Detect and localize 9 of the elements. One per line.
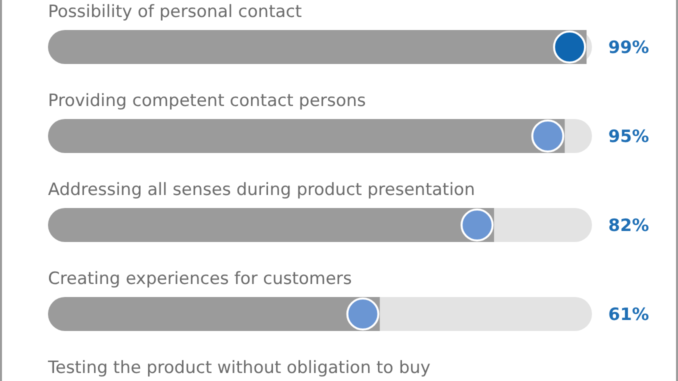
y-tick-label: Testing the product without obligation to buy [47, 358, 430, 378]
data-label: 61% [608, 305, 649, 325]
data-label: 82% [608, 216, 649, 236]
data-label: 95% [608, 127, 649, 147]
y-tick-label: Providing competent contact persons [48, 91, 366, 111]
y-tick-label: Creating experiences for customers [48, 269, 352, 289]
data-label: 99% [608, 38, 649, 58]
y-tick-label: Addressing all senses during product presentation [48, 180, 475, 200]
y-tick-label: Possibility of personal contact [48, 2, 302, 22]
